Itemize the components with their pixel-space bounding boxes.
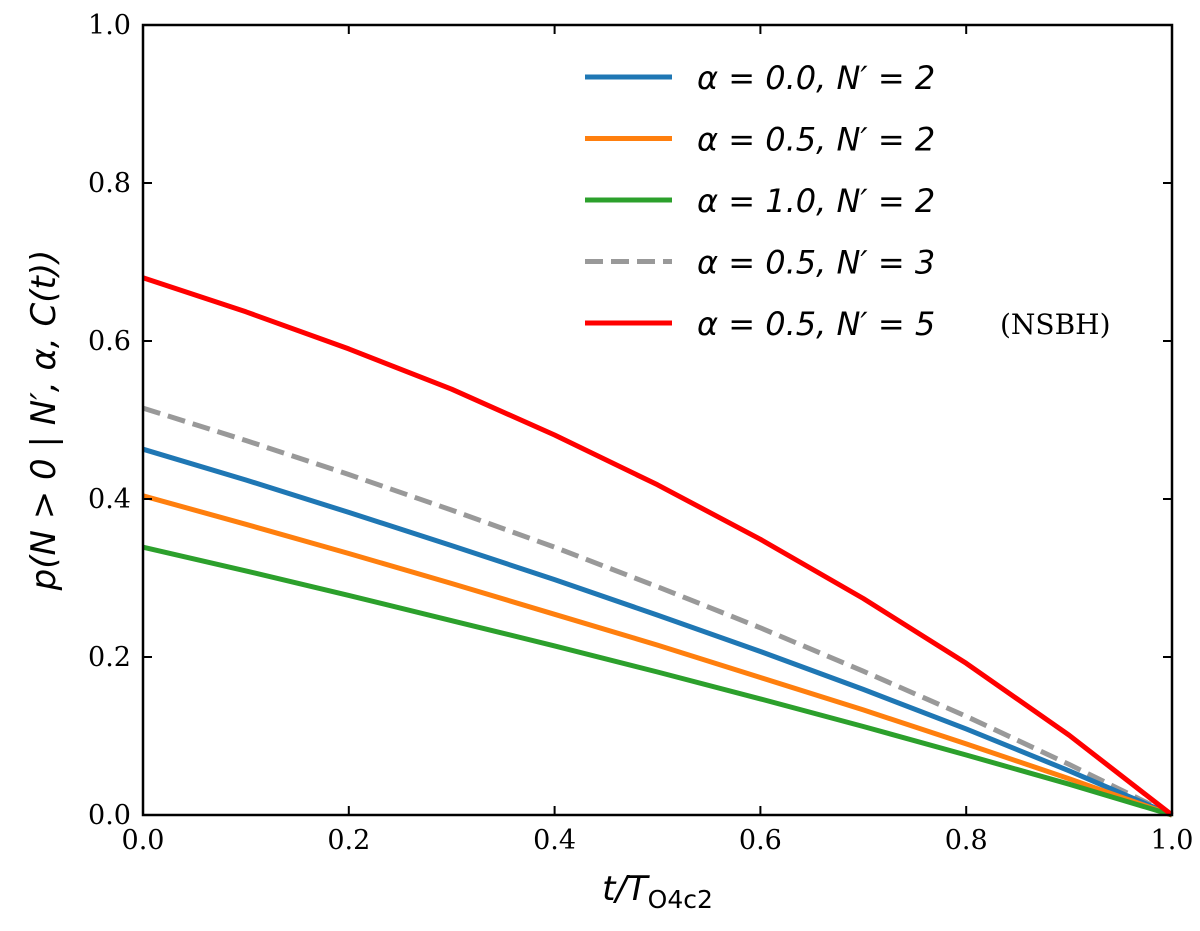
x-tick-label: 0.4 [533,825,576,856]
y-axis-label: p(N > 0 | N′, α, C(t)) [24,250,64,592]
plot-frame [141,23,1174,817]
legend-suffix-4: (NSBH) [1000,308,1111,341]
tick-labels: 0.0 0.2 0.4 0.6 0.8 1.0 0.0 0.2 0.4 0.6 0.8 1.0 [88,10,1193,856]
x-tick-label: 0.6 [739,825,782,856]
legend-label-0: α = 0.0, N′ = 2 [697,59,935,97]
legend-label-3: α = 0.5, N′ = 3 [697,244,935,282]
series-line-0 [142,446,1173,818]
series-line-4 [142,275,1174,817]
axis-ticks [142,24,1173,816]
x-tick-label: 0.2 [327,825,370,856]
x-tick-label: 0.8 [945,825,988,856]
x-tick-label: 1.0 [1151,825,1194,856]
legend-label-1: α = 0.5, N′ = 2 [697,121,935,159]
y-tick-label: 0.2 [88,642,131,673]
y-tick-label: 0.8 [88,168,131,199]
x-axis-label: t/TO4c2 [602,869,713,914]
y-tick-label: 0.6 [88,326,131,357]
y-tick-label: 0.4 [88,484,131,515]
x-tick-label: 0.0 [122,825,165,856]
legend-label-4: α = 0.5, N′ = 5 [697,305,935,343]
plot-area [142,275,1174,818]
series-line-2 [142,544,1173,818]
y-tick-label: 0.0 [88,800,131,831]
series-line-3 [142,405,1174,818]
legend: α = 0.0, N′ = 2 α = 0.5, N′ = 2 α = 1.0, N… [585,59,1111,343]
legend-label-2: α = 1.0, N′ = 2 [697,182,935,220]
y-tick-label: 1.0 [88,10,131,41]
series-line-1 [142,493,1173,818]
